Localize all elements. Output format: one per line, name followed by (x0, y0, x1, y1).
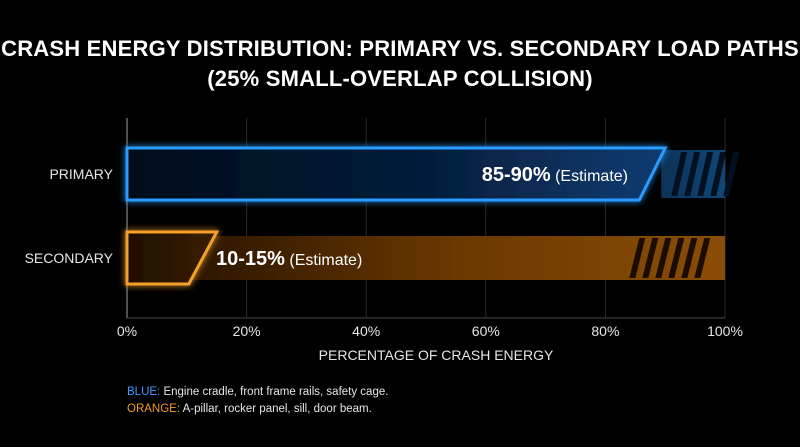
primary-stripe (710, 152, 727, 196)
note-orange-key: ORANGE: (127, 403, 181, 415)
x-tick-label: 60% (472, 323, 500, 339)
labels-group: 0% 20% 40% 60% 80% 100% PERCENTAGE OF CRASH EN… (25, 164, 743, 363)
x-tick-label: 0% (117, 323, 137, 339)
secondary-stripe (655, 238, 672, 278)
title-line-1: CRASH ENERGY DISTRIBUTION: PRIMARY VS. S… (1, 36, 799, 61)
primary-stripe (684, 152, 701, 196)
category-label-primary: PRIMARY (49, 166, 113, 182)
chart-title: CRASH ENERGY DISTRIBUTION: PRIMARY VS. S… (0, 34, 800, 94)
secondary-stripe (629, 238, 646, 278)
x-tick-label: 100% (707, 323, 743, 339)
secondary-stripes (629, 238, 711, 278)
primary-stripes (671, 152, 740, 196)
secondary-stripe (694, 238, 711, 278)
x-tick-label: 80% (591, 323, 619, 339)
value-label-secondary: 10-15% (Estimate) (216, 248, 362, 270)
title-line-2: (25% SMALL-OVERLAP COLLISION) (207, 66, 593, 91)
x-axis-label: PERCENTAGE OF CRASH ENERGY (319, 347, 554, 363)
secondary-stripe (681, 238, 698, 278)
bars-group (125, 146, 740, 286)
value-label-primary: 85-90% (Estimate) (482, 164, 628, 186)
primary-bar (125, 146, 668, 202)
secondary-bar (125, 230, 220, 286)
note-blue: BLUE: Engine cradle, front frame rails, … (127, 384, 388, 401)
primary-stripe (697, 152, 714, 196)
notes: BLUE: Engine cradle, front frame rails, … (127, 384, 388, 418)
note-orange: ORANGE: A-pillar, rocker panel, sill, do… (127, 401, 388, 418)
primary-stripe (671, 152, 688, 196)
secondary-stripe (642, 238, 659, 278)
x-tick-label: 40% (352, 323, 380, 339)
note-blue-text: Engine cradle, front frame rails, safety… (160, 386, 389, 398)
note-orange-text: A-pillar, rocker panel, sill, door beam. (180, 403, 372, 415)
x-tick-label: 20% (233, 323, 261, 339)
note-blue-key: BLUE: (127, 386, 161, 398)
secondary-stripe (668, 238, 685, 278)
primary-stripe (723, 152, 740, 196)
category-label-secondary: SECONDARY (25, 250, 114, 266)
